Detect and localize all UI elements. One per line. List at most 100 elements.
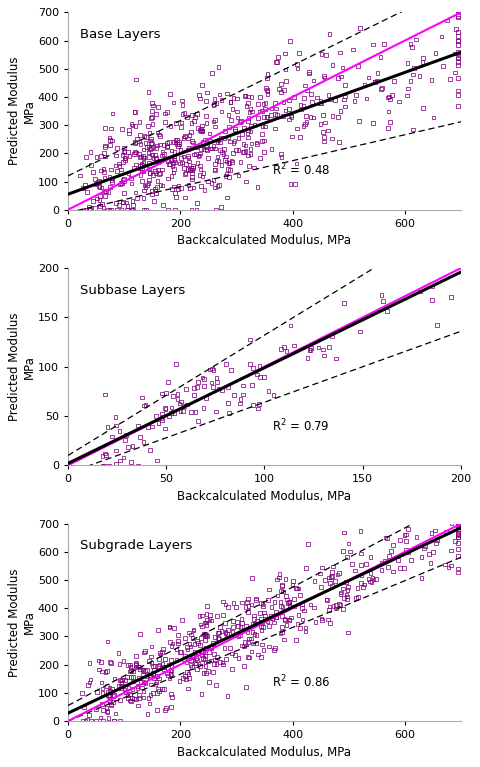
Point: [184, 143, 192, 156]
Point: [149, 687, 157, 700]
Point: [172, 137, 180, 149]
Point: [192, 657, 199, 669]
Point: [158, 407, 166, 420]
Point: [455, 0, 462, 8]
Point: [224, 191, 231, 203]
Point: [156, 130, 164, 142]
Point: [183, 666, 191, 678]
Point: [230, 135, 238, 147]
Point: [105, 186, 112, 198]
Point: [307, 598, 314, 611]
Point: [83, 713, 91, 726]
Point: [213, 97, 220, 109]
Point: [147, 650, 155, 663]
Point: [239, 388, 247, 400]
Point: [218, 625, 226, 637]
Point: [257, 612, 265, 624]
Point: [220, 133, 228, 145]
Point: [310, 111, 317, 123]
Point: [130, 161, 138, 173]
Point: [447, 291, 455, 304]
Point: [327, 571, 335, 583]
Point: [186, 637, 193, 650]
Point: [201, 650, 209, 662]
Point: [101, 189, 109, 202]
Point: [199, 371, 206, 384]
Point: [455, 550, 462, 562]
Point: [227, 96, 234, 108]
Point: [252, 629, 260, 641]
Point: [232, 601, 240, 614]
Point: [83, 203, 90, 216]
Y-axis label: Predicted Modulus
MPa: Predicted Modulus MPa: [8, 57, 36, 166]
Point: [183, 398, 191, 410]
Point: [202, 642, 210, 654]
Point: [210, 658, 218, 670]
Point: [238, 128, 246, 140]
Point: [217, 105, 225, 117]
Point: [277, 148, 285, 160]
Point: [258, 617, 266, 630]
Point: [242, 176, 250, 188]
Point: [429, 546, 437, 558]
Point: [357, 577, 365, 589]
Point: [120, 683, 128, 696]
Point: [129, 665, 137, 677]
Point: [144, 708, 151, 720]
Point: [257, 597, 264, 609]
Point: [149, 169, 157, 181]
Point: [194, 376, 202, 388]
Point: [205, 613, 213, 625]
Point: [244, 115, 252, 127]
Point: [217, 131, 225, 143]
Text: Base Layers: Base Layers: [80, 28, 160, 41]
Point: [168, 170, 175, 182]
Point: [301, 79, 309, 91]
Point: [132, 693, 140, 706]
Point: [206, 143, 214, 155]
Point: [161, 423, 168, 435]
Point: [258, 624, 265, 636]
Point: [219, 658, 227, 670]
Point: [260, 134, 268, 146]
Point: [241, 601, 249, 614]
Point: [145, 167, 153, 179]
Point: [261, 103, 269, 115]
Point: [150, 672, 158, 684]
Point: [187, 640, 194, 653]
Point: [196, 610, 204, 622]
Point: [224, 601, 232, 613]
Point: [162, 387, 170, 399]
Point: [168, 401, 175, 413]
Point: [103, 705, 111, 717]
Point: [129, 676, 137, 688]
Point: [165, 155, 172, 167]
Point: [137, 676, 144, 688]
Point: [96, 663, 103, 676]
Point: [213, 154, 220, 166]
Point: [242, 620, 250, 632]
Point: [96, 200, 104, 212]
Point: [185, 672, 193, 684]
Point: [288, 111, 295, 123]
Point: [247, 147, 254, 160]
Point: [196, 639, 204, 651]
Point: [171, 203, 179, 216]
Point: [96, 190, 104, 202]
Point: [186, 163, 194, 176]
Text: R$^2$ = 0.48: R$^2$ = 0.48: [272, 162, 331, 179]
Point: [127, 689, 134, 701]
Point: [435, 508, 443, 520]
Point: [190, 160, 197, 173]
Point: [273, 574, 281, 586]
Point: [293, 58, 301, 71]
Point: [373, 74, 381, 87]
Point: [197, 125, 204, 137]
Point: [279, 110, 287, 122]
Point: [135, 689, 143, 701]
Point: [403, 89, 411, 101]
Point: [136, 628, 144, 640]
Point: [302, 562, 310, 574]
Point: [148, 185, 156, 197]
Point: [193, 663, 201, 675]
